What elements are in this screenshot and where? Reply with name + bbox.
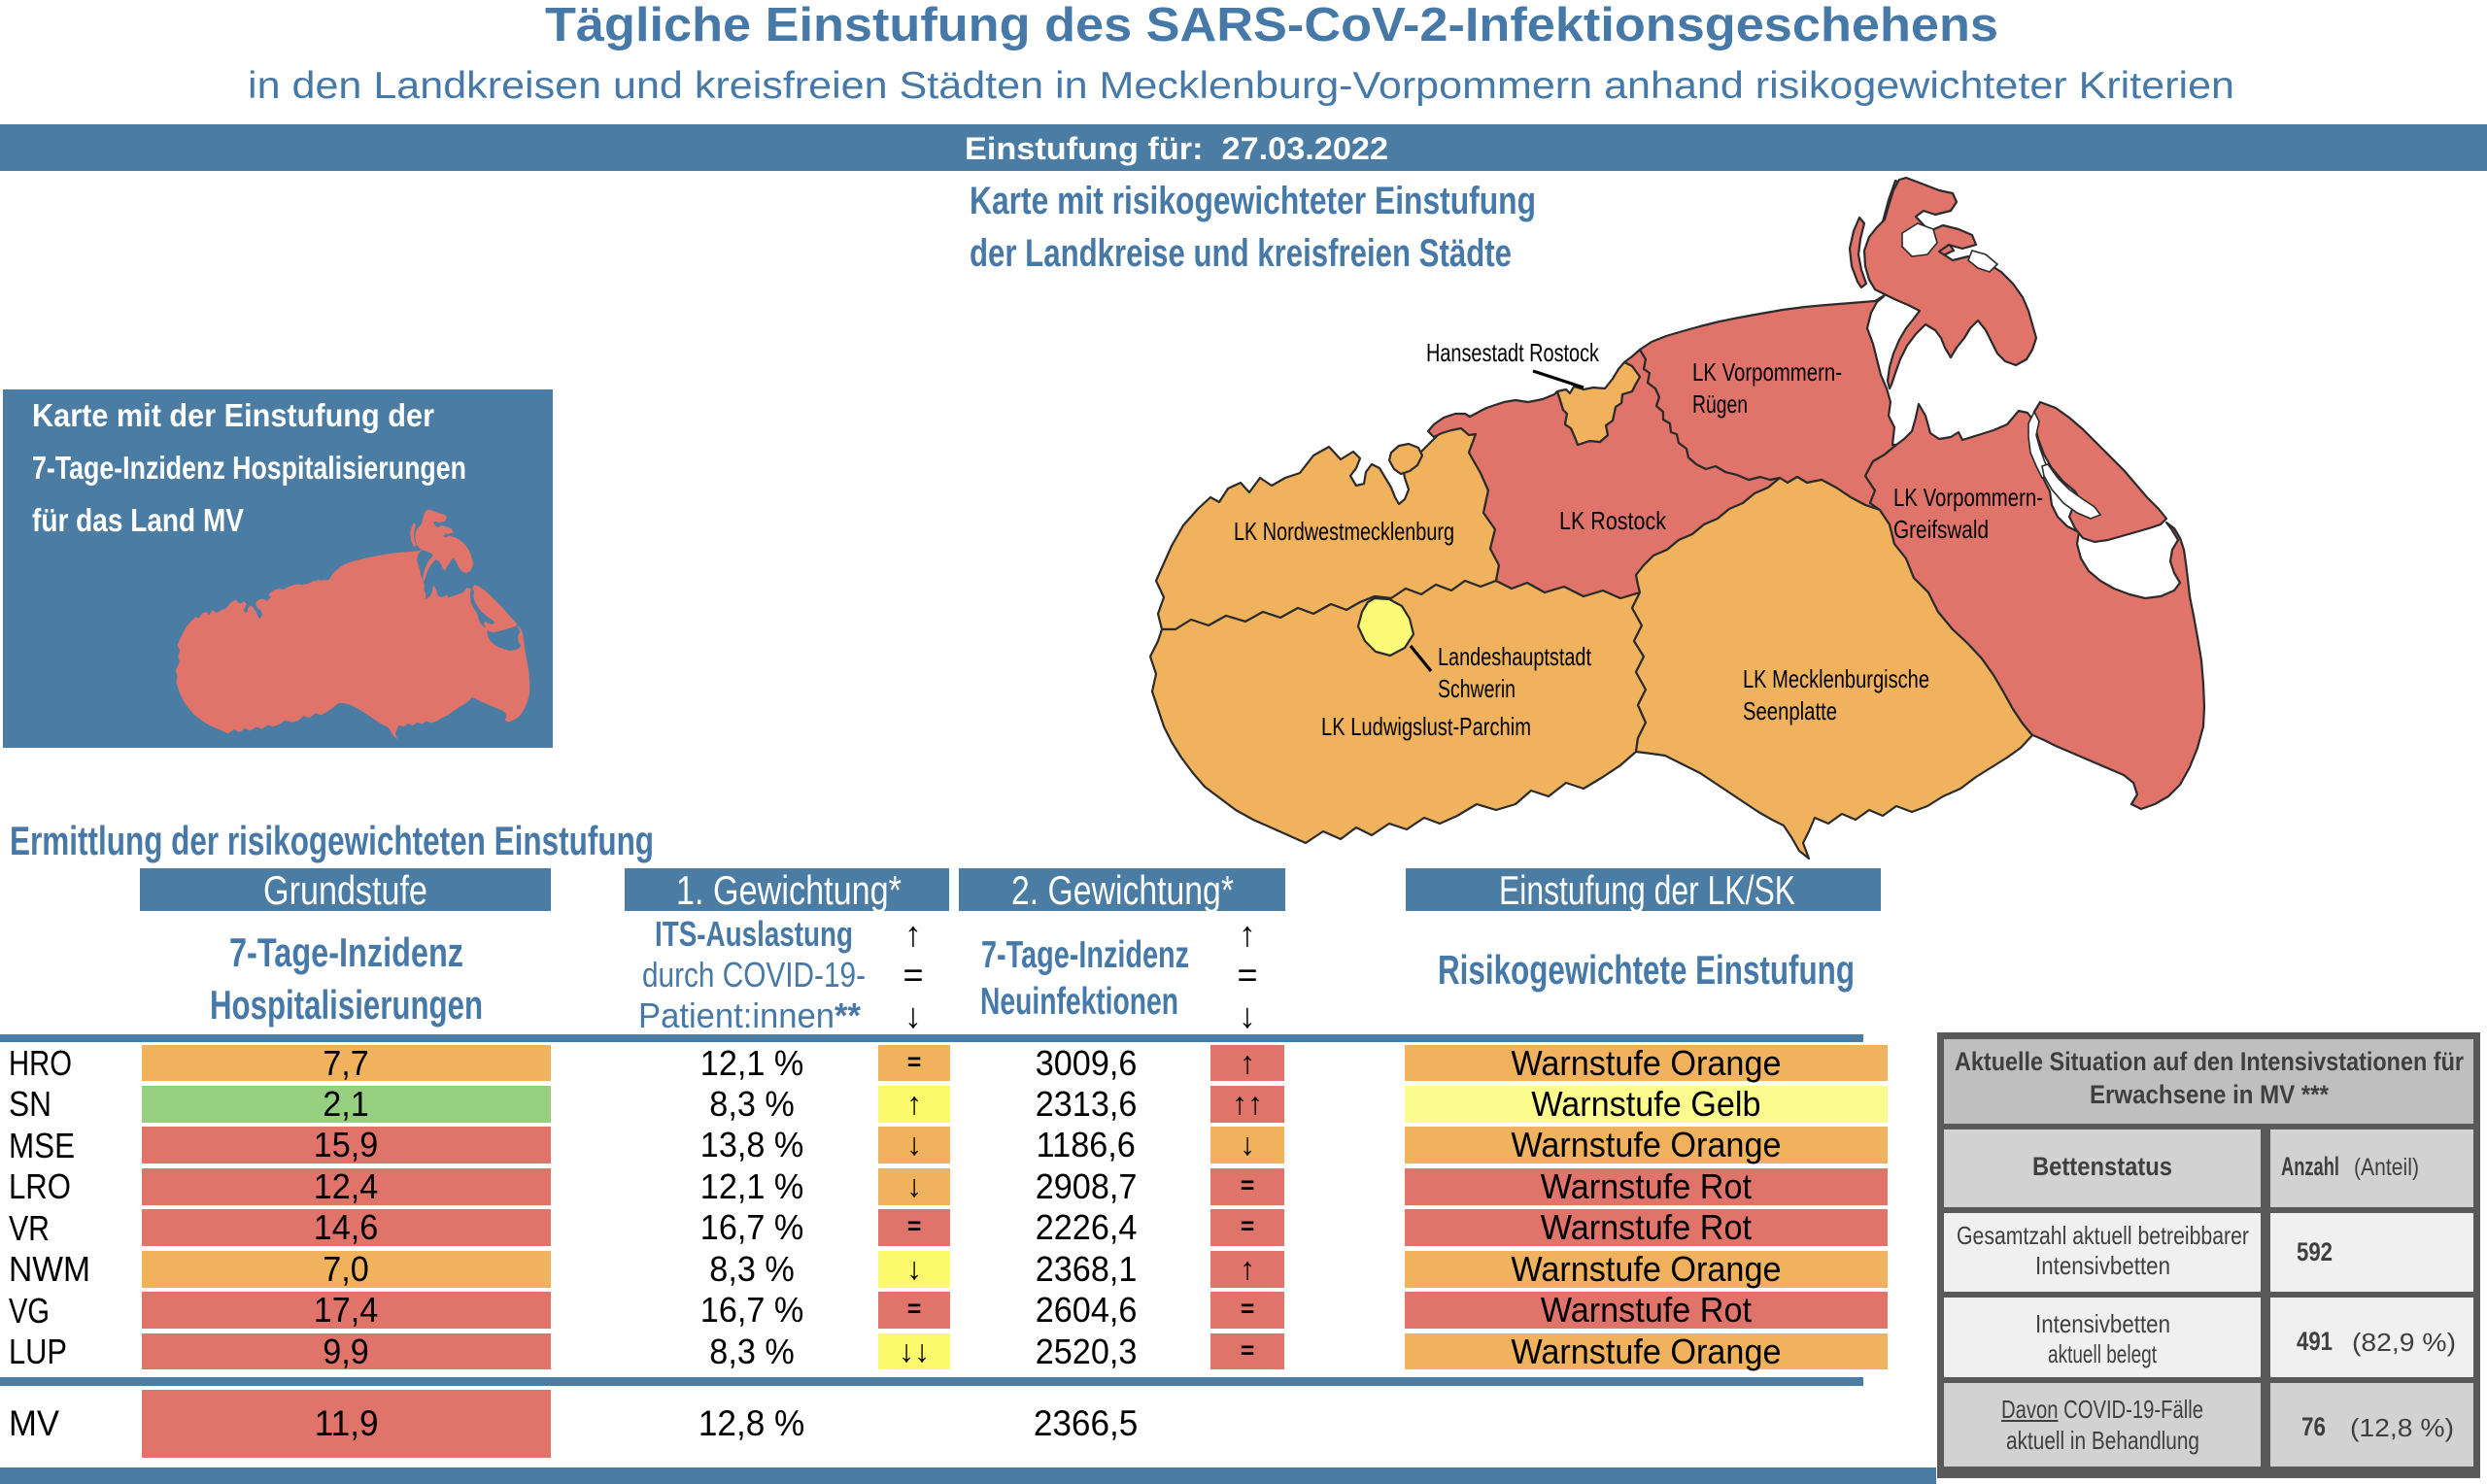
svg-text:Rügen: Rügen — [1692, 389, 1748, 419]
svg-text:LK Mecklenburgische: LK Mecklenburgische — [1743, 664, 1929, 693]
svg-text:Hansestadt Rostock: Hansestadt Rostock — [1426, 338, 1600, 367]
svg-text:LK Nordwestmecklenburg: LK Nordwestmecklenburg — [1234, 517, 1454, 546]
svg-text:Landeshauptstadt: Landeshauptstadt — [1438, 642, 1592, 671]
svg-text:LK Vorpommern-: LK Vorpommern- — [1692, 357, 1842, 387]
svg-text:LK Ludwigslust-Parchim: LK Ludwigslust-Parchim — [1321, 712, 1531, 741]
svg-text:Seenplatte: Seenplatte — [1743, 696, 1837, 725]
svg-text:LK Rostock: LK Rostock — [1559, 506, 1667, 535]
svg-text:Greifswald: Greifswald — [1893, 515, 1989, 544]
svg-text:LK Vorpommern-: LK Vorpommern- — [1893, 483, 2043, 512]
svg-text:Schwerin: Schwerin — [1438, 674, 1516, 703]
